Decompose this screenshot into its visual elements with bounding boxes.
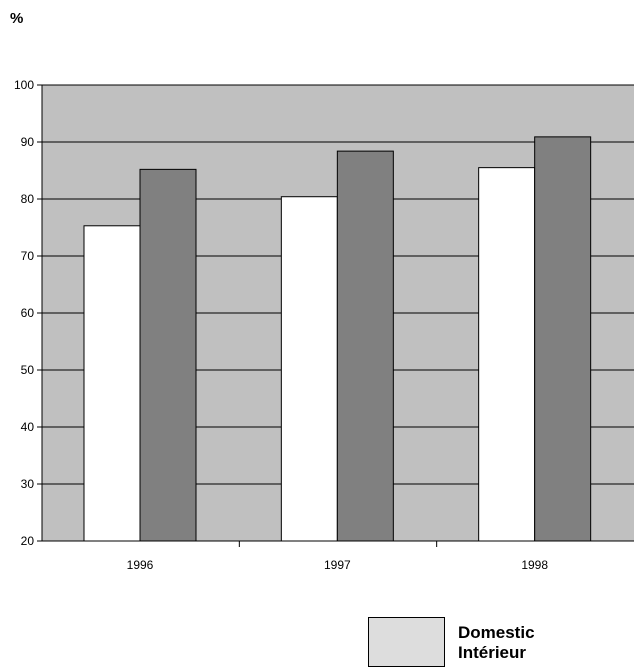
legend-label: Domestic Intérieur	[458, 623, 535, 663]
bar	[478, 167, 536, 542]
y-tick-label: 90	[21, 135, 35, 149]
y-tick-label: 30	[21, 477, 35, 491]
axes	[37, 84, 634, 547]
bar	[336, 150, 394, 542]
y-tick-label: 40	[21, 420, 35, 434]
x-tick-label: 1998	[521, 558, 548, 572]
y-tick-labels: 20 30 40 50 60 70 80 90 100	[14, 78, 34, 548]
y-tick-label: 20	[21, 534, 35, 548]
legend-label-fr: Intérieur	[458, 643, 527, 662]
bar	[139, 168, 197, 542]
bars	[83, 136, 592, 542]
bar	[83, 225, 141, 542]
legend: Domestic Intérieur	[368, 617, 634, 671]
y-tick-label: 50	[21, 363, 35, 377]
x-tick-labels: 1996 1997 1998	[127, 558, 549, 572]
bar-chart: 20 30 40 50 60 70 80 90 100 1996 1997 1998	[14, 78, 634, 572]
x-tick-label: 1996	[127, 558, 154, 572]
y-unit-label: %	[10, 10, 24, 27]
bar	[534, 136, 592, 542]
legend-label-en: Domestic	[458, 623, 535, 642]
x-tick-label: 1997	[324, 558, 351, 572]
y-tick-label: 80	[21, 192, 35, 206]
y-tick-label: 70	[21, 249, 35, 263]
y-tick-label: 100	[14, 78, 34, 92]
legend-swatch	[368, 617, 445, 667]
bar	[280, 196, 338, 542]
y-tick-label: 60	[21, 306, 35, 320]
